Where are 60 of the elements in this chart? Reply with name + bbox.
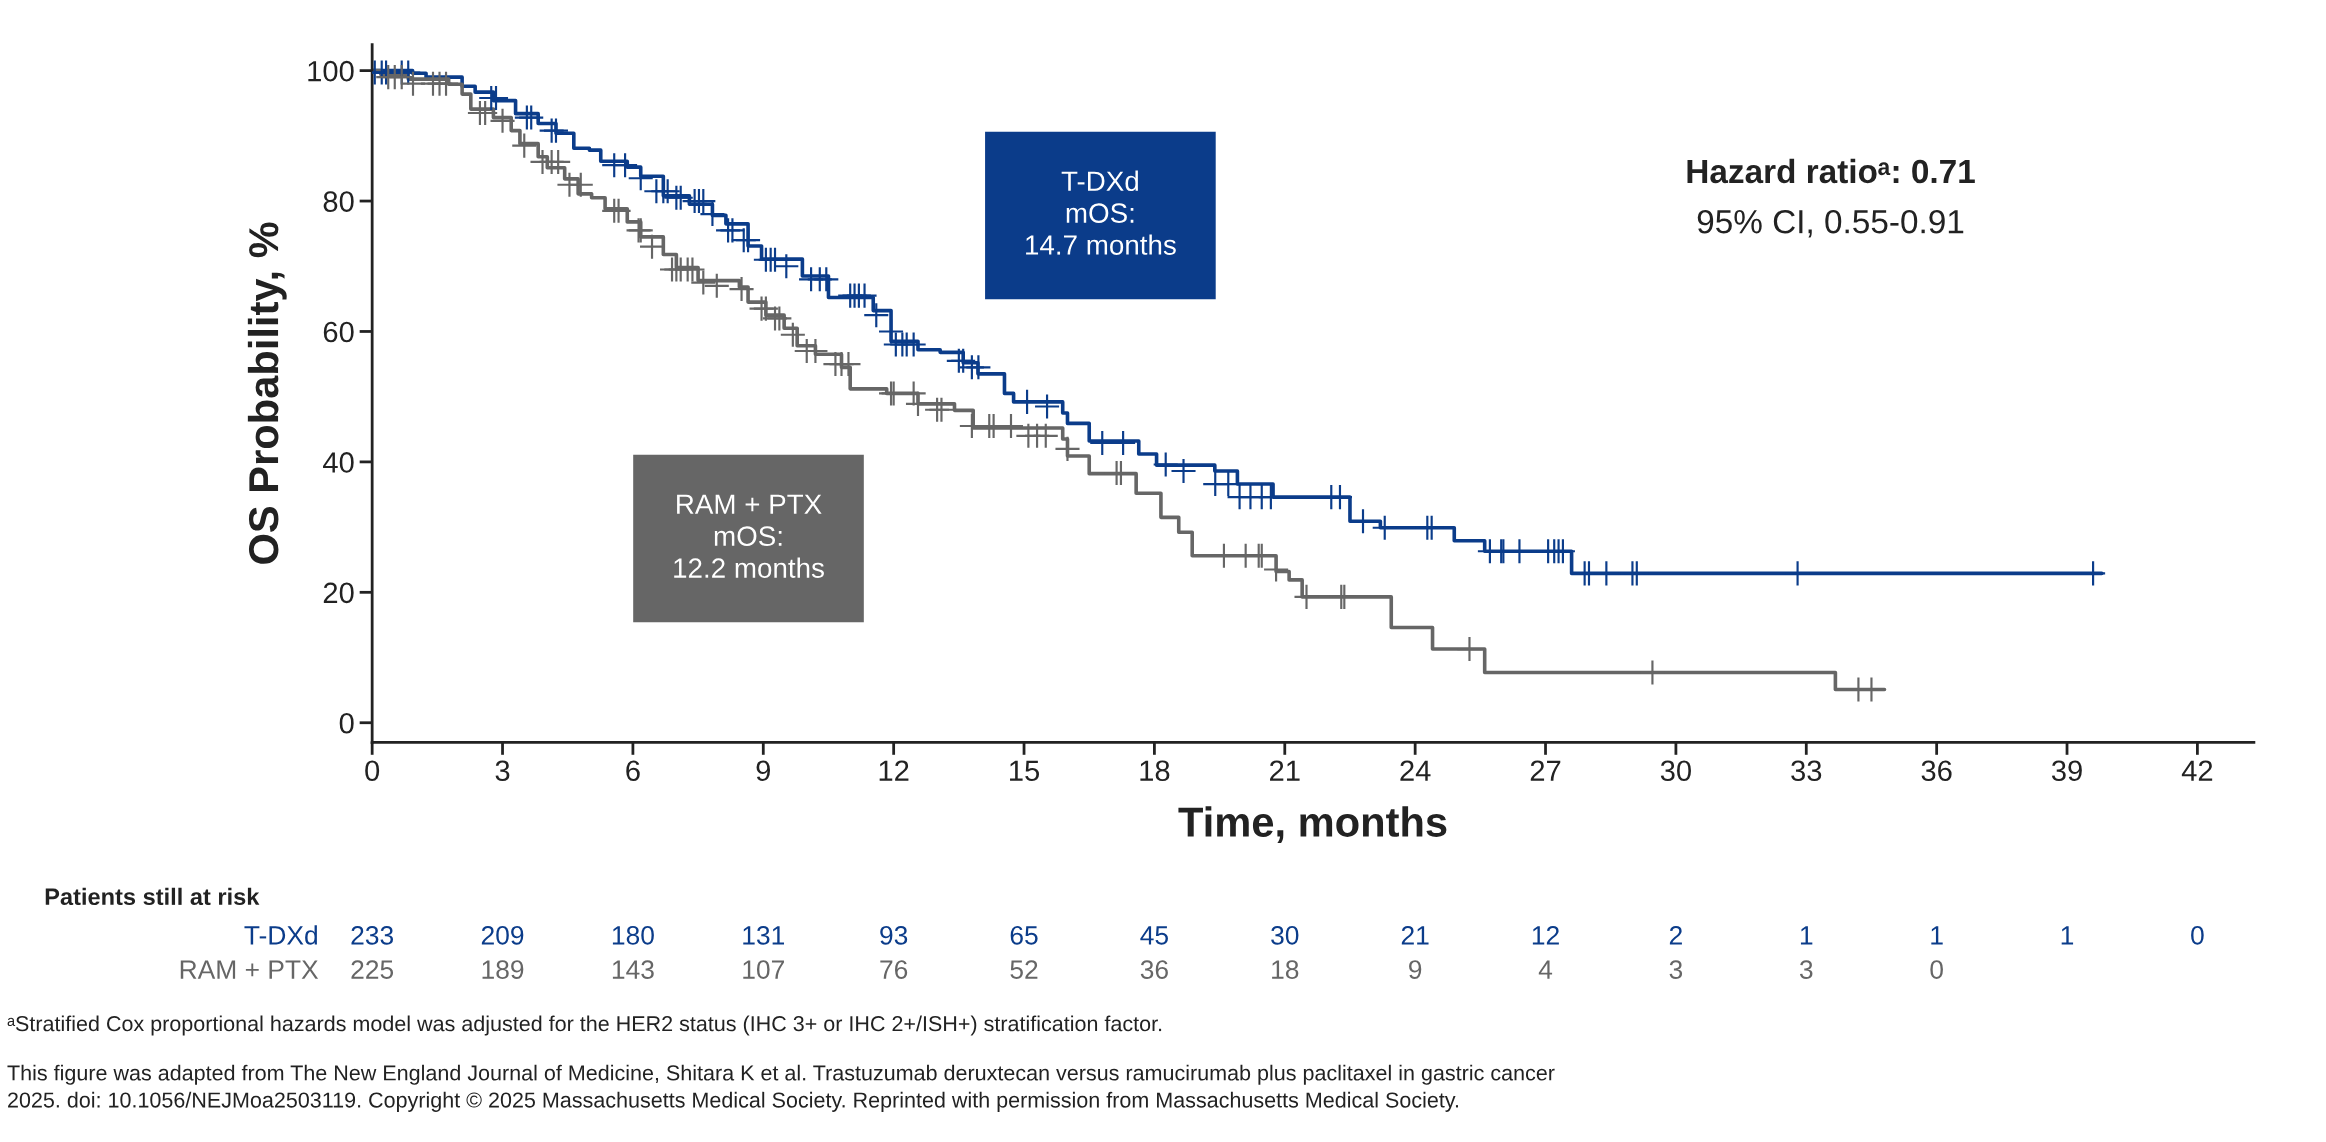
- text: 4: [1538, 960, 1553, 979]
- text: 143: [612, 960, 654, 979]
- text: 93: [880, 925, 908, 945]
- text: 0: [2191, 925, 2204, 945]
- text: 107: [743, 960, 784, 979]
- text: 209: [481, 925, 524, 945]
- text: 9: [1409, 960, 1422, 979]
- annotation: RAM + PTX mOS: 12.2 months: [674, 494, 824, 578]
- text: 2: [1669, 925, 1682, 945]
- text: 131: [743, 925, 785, 945]
- text: 30: [1271, 925, 1299, 945]
- text: 0: [1930, 960, 1943, 979]
- text: 18: [1272, 960, 1299, 979]
- x-tick-label: 12: [879, 760, 909, 781]
- x-tick-label: 30: [1660, 760, 1691, 782]
- text: 1: [1800, 926, 1813, 945]
- annotation: Hazard ratioᵃ: 0.71: [1687, 158, 1975, 184]
- x-tick-label: 6: [626, 760, 640, 782]
- x-tick-label: 15: [1010, 760, 1040, 782]
- text: 12: [1532, 925, 1559, 945]
- annotation: 95% CI, 0.55-0.91: [1697, 209, 1964, 238]
- text: 36: [1140, 960, 1168, 979]
- text: 76: [880, 960, 908, 979]
- annotation: T-DXd mOS: 14.7 months: [1026, 170, 1176, 255]
- text: 1: [2061, 926, 2074, 945]
- text: 65: [1010, 925, 1038, 945]
- y-tick-label: 0: [339, 712, 354, 734]
- x-tick-label: 21: [1270, 760, 1300, 781]
- text: 3: [1799, 960, 1813, 979]
- text: ᵃStratified Cox proportional hazards model was adjusted for the HER2 status (IHC 3+ or IHC 2+/ISH+) stratification factor.: [7, 1015, 1162, 1036]
- text: 233: [351, 925, 394, 945]
- text: 45: [1140, 926, 1168, 945]
- text: 1: [1931, 926, 1943, 945]
- text: 225: [351, 960, 394, 979]
- y-tick-label: 20: [323, 582, 354, 604]
- x-tick-label: 33: [1791, 760, 1822, 782]
- y-tick-label: 60: [323, 321, 354, 343]
- text: Patients still at risk: [45, 887, 260, 906]
- text: T-DXd: [244, 925, 317, 945]
- x-tick-label: 39: [2051, 760, 2082, 782]
- x-tick-label: 0: [365, 760, 380, 782]
- text: 189: [482, 960, 524, 979]
- text: 3: [1669, 960, 1683, 979]
- x-axis-title: Time, months: [1178, 806, 1447, 843]
- text: 52: [1010, 960, 1038, 979]
- y-tick-label: 100: [308, 60, 354, 82]
- x-tick-label: 18: [1140, 760, 1170, 782]
- text: 21: [1401, 925, 1429, 945]
- text: 180: [612, 925, 654, 945]
- y-tick-label: 40: [323, 452, 354, 473]
- x-tick-label: 24: [1400, 760, 1431, 781]
- text: RAM + PTX: [180, 960, 319, 979]
- x-tick-label: 9: [756, 760, 771, 782]
- text: This figure was adapted from The New England Journal of Medicine, Shitara K et al. Trastuzumab deruxtecan versus ramucirumab plus paclitaxel in gastric cancer 2025. doi: 10.1056/NEJMoa2503119. Copyright © 2025 Massachusetts Medical Society. Reprinted with permission from Massachusetts Medical Society.: [7, 1064, 1555, 1112]
- x-tick-label: 42: [2181, 760, 2213, 781]
- x-tick-label: 27: [1530, 760, 1561, 781]
- y-axis-title: OS Probability, %: [247, 222, 287, 564]
- x-tick-label: 36: [1921, 760, 1952, 782]
- y-tick-label: 80: [323, 191, 354, 212]
- x-tick-label: 3: [495, 760, 510, 782]
